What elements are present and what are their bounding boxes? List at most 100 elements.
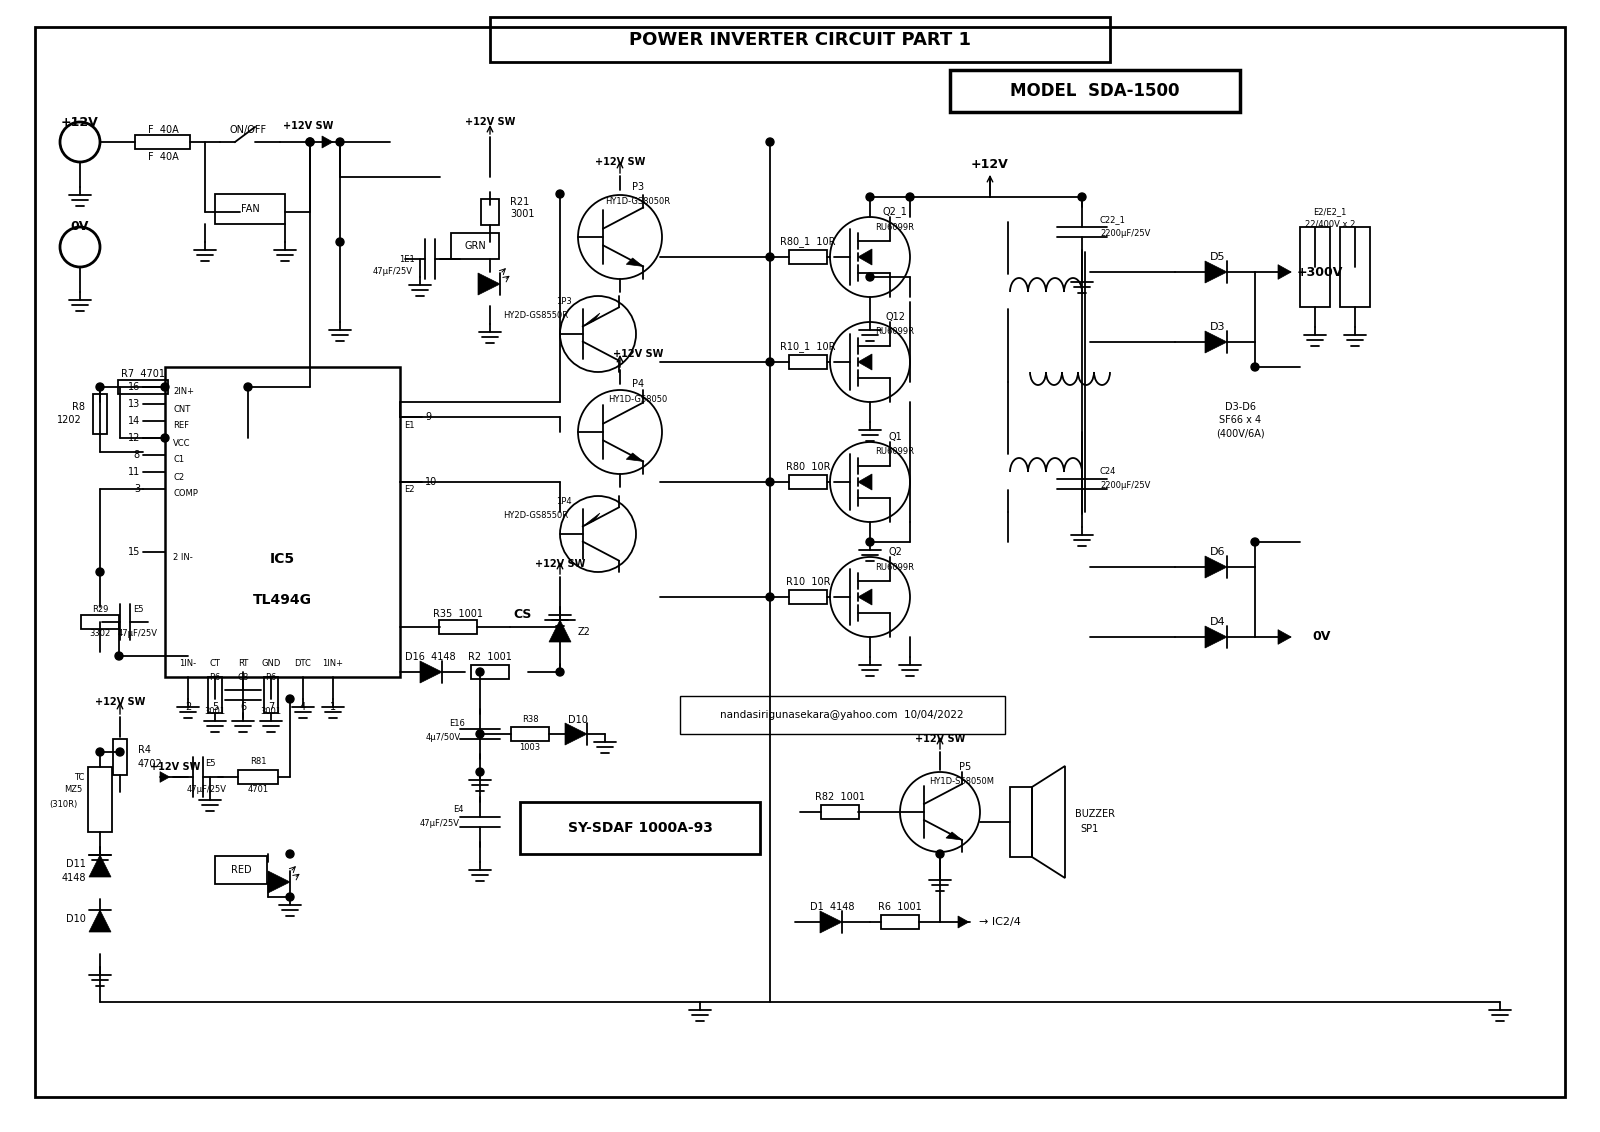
Text: 9: 9 (426, 412, 430, 422)
Polygon shape (565, 723, 587, 745)
Polygon shape (626, 453, 643, 462)
Circle shape (336, 138, 344, 146)
Bar (238, 770, 278, 784)
Bar (214, 194, 285, 224)
Circle shape (336, 238, 344, 246)
Text: 16: 16 (128, 381, 141, 392)
Text: 6: 6 (240, 702, 246, 712)
Text: MZ5: MZ5 (64, 786, 82, 795)
Text: MODEL  SDA-1500: MODEL SDA-1500 (1010, 82, 1179, 100)
Circle shape (766, 593, 774, 601)
Text: F  40A: F 40A (147, 152, 178, 162)
Circle shape (766, 358, 774, 366)
Text: R7  4701: R7 4701 (122, 369, 165, 379)
Text: F  40A: F 40A (147, 125, 178, 135)
Bar (1010, 787, 1032, 857)
Text: C2: C2 (173, 472, 184, 481)
Text: RED: RED (230, 865, 251, 875)
Text: C1: C1 (173, 455, 184, 464)
Bar (118, 380, 168, 394)
Text: HY2D-GS8550R: HY2D-GS8550R (502, 311, 568, 320)
Circle shape (243, 383, 253, 391)
Text: CS: CS (514, 608, 533, 620)
Circle shape (866, 538, 874, 546)
Circle shape (306, 138, 314, 146)
Polygon shape (858, 249, 872, 265)
Text: GND: GND (261, 659, 280, 668)
Polygon shape (626, 258, 643, 266)
Polygon shape (1205, 261, 1227, 283)
Text: +12V: +12V (971, 157, 1010, 171)
Text: 3001: 3001 (510, 209, 534, 218)
Polygon shape (858, 354, 872, 370)
Text: 1IN-: 1IN- (179, 659, 197, 668)
Text: 1P4: 1P4 (557, 497, 573, 506)
Polygon shape (419, 661, 442, 683)
Text: R82  1001: R82 1001 (814, 792, 866, 801)
Text: BUZZER: BUZZER (1075, 809, 1115, 818)
Text: 11: 11 (128, 468, 141, 477)
Text: 47μF/25V: 47μF/25V (419, 820, 461, 829)
Text: R10  10R: R10 10R (786, 577, 830, 588)
Polygon shape (1278, 265, 1291, 280)
Circle shape (115, 652, 123, 660)
Text: +12V SW: +12V SW (466, 117, 515, 127)
Bar (451, 233, 499, 259)
Text: +12V SW: +12V SW (283, 121, 333, 131)
Circle shape (906, 192, 914, 201)
Text: Q2_1: Q2_1 (883, 206, 907, 217)
Text: D3: D3 (1210, 321, 1226, 332)
Circle shape (96, 383, 104, 391)
Text: D11: D11 (66, 859, 86, 869)
Text: GRN: GRN (464, 241, 486, 251)
Text: RT: RT (238, 659, 248, 668)
Text: 47μF/25V: 47μF/25V (187, 786, 227, 795)
Circle shape (766, 478, 774, 486)
Text: 13: 13 (128, 398, 141, 409)
Polygon shape (819, 911, 842, 933)
Polygon shape (478, 273, 499, 295)
Text: IC5: IC5 (270, 552, 294, 566)
Text: +12V SW: +12V SW (595, 157, 645, 168)
Circle shape (1251, 538, 1259, 546)
Text: 3: 3 (134, 484, 141, 494)
Bar (510, 727, 549, 741)
Bar (882, 915, 918, 929)
Text: P5: P5 (958, 762, 971, 772)
Text: R80  10R: R80 10R (786, 462, 830, 472)
Text: 7: 7 (267, 702, 274, 712)
Text: D5: D5 (1210, 252, 1226, 261)
Text: 4148: 4148 (61, 873, 86, 883)
Circle shape (96, 568, 104, 576)
Text: TL494G: TL494G (253, 592, 312, 607)
Circle shape (286, 850, 294, 858)
Polygon shape (582, 314, 600, 326)
Text: E16: E16 (450, 720, 466, 729)
Circle shape (1251, 363, 1259, 371)
Text: 8: 8 (134, 451, 141, 460)
Circle shape (766, 138, 774, 146)
Polygon shape (1205, 626, 1227, 648)
Text: 4702: 4702 (138, 758, 163, 769)
Circle shape (162, 383, 170, 391)
Circle shape (866, 273, 874, 281)
Text: 1003: 1003 (520, 743, 541, 752)
Text: Q2: Q2 (888, 547, 902, 557)
Text: +12V SW: +12V SW (915, 734, 965, 744)
Text: nandasirigunasekara@yahoo.com  10/04/2022: nandasirigunasekara@yahoo.com 10/04/2022 (720, 710, 963, 720)
Text: 0V: 0V (70, 221, 90, 233)
Text: E1: E1 (403, 420, 414, 429)
Text: +12V SW: +12V SW (613, 349, 662, 359)
Text: 4: 4 (299, 702, 306, 712)
Circle shape (306, 138, 314, 146)
Bar (1299, 228, 1330, 307)
Bar (82, 615, 118, 629)
Polygon shape (946, 832, 962, 840)
Text: 2: 2 (186, 702, 190, 712)
Text: REF: REF (173, 421, 189, 430)
Text: 5: 5 (211, 702, 218, 712)
Text: R6  1001: R6 1001 (878, 902, 922, 912)
Polygon shape (269, 871, 290, 893)
Bar (789, 250, 827, 264)
Circle shape (766, 252, 774, 261)
